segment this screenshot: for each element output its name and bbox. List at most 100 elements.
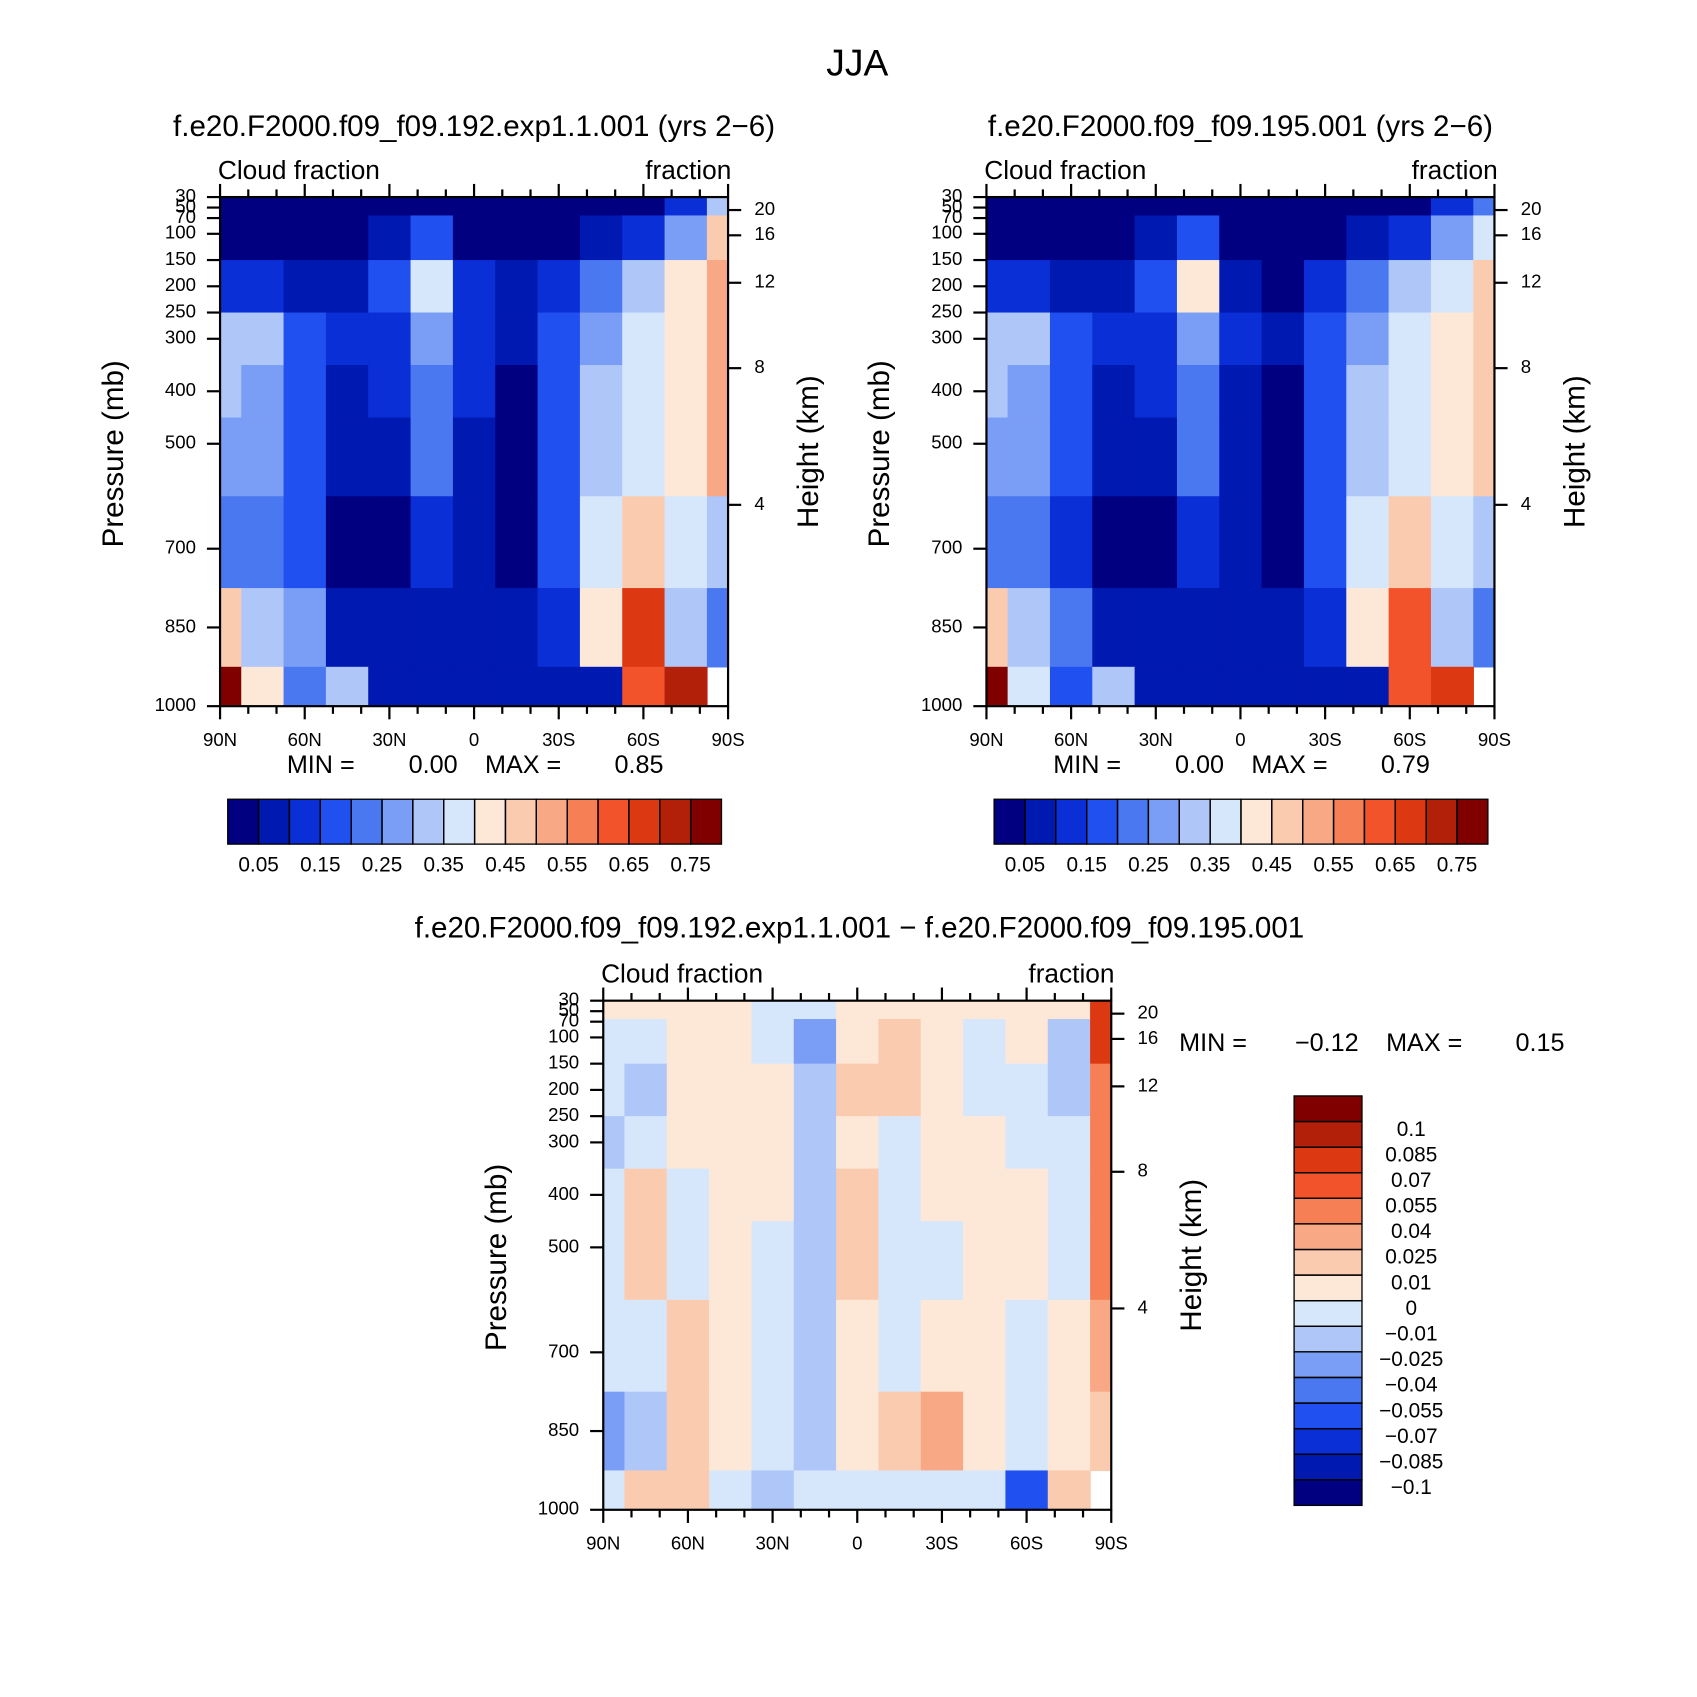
contour-cell (920, 1019, 964, 1065)
contour-cell (624, 1221, 668, 1301)
contour-cell (220, 365, 242, 419)
contour-cell (368, 260, 412, 314)
contour-cell (1261, 496, 1305, 589)
contour-cell (1092, 588, 1136, 668)
contour-cell (452, 215, 496, 261)
colorbar-box (412, 798, 445, 845)
contour-cell (452, 496, 496, 589)
contour-cell (220, 197, 242, 217)
contour-cell (836, 1063, 880, 1117)
contour-cell (241, 312, 285, 366)
y-tick-label: 400 (165, 379, 196, 400)
contour-cell (241, 215, 285, 261)
contour-cell (920, 1221, 964, 1301)
contour-cell (624, 1019, 668, 1065)
colorbar-box (1293, 1427, 1363, 1455)
contour-cell (622, 215, 666, 261)
contour-cell (920, 1299, 964, 1393)
contour-cell (1005, 1168, 1049, 1222)
contour-cell (709, 1116, 753, 1170)
colorbar-label: 0.025 (1385, 1246, 1437, 1269)
contour-cell (1007, 588, 1051, 668)
contour-cell (1049, 312, 1093, 366)
colorbar-label: −0.04 (1385, 1374, 1438, 1397)
y2-tick-label: 8 (1521, 356, 1531, 377)
colorbar-label: 0.05 (1005, 854, 1045, 877)
contour-cell (878, 1019, 922, 1065)
contour-cell (579, 197, 623, 217)
contour-cell (1005, 1000, 1049, 1020)
x-tick-label: 60S (1010, 1533, 1043, 1554)
contour-cell (537, 417, 581, 497)
contour-cell (1261, 260, 1305, 314)
contour-cell (1346, 588, 1390, 668)
contour-cell (410, 365, 454, 419)
colorbar-box (1055, 798, 1088, 845)
contour-cell (452, 197, 496, 217)
colorbar-label: 0.75 (670, 854, 710, 877)
contour-cell (1134, 260, 1178, 314)
contour-cell (410, 260, 454, 314)
contour-cell (495, 365, 539, 419)
contour-cell (751, 1299, 795, 1393)
contour-cell (220, 215, 242, 261)
contour-cell (878, 1000, 922, 1020)
contour-cell (709, 1391, 753, 1472)
contour-cell (579, 666, 623, 707)
contour-cell (603, 1063, 626, 1117)
contour-cell (368, 588, 412, 668)
contour-cell (603, 1116, 626, 1170)
contour-cell (709, 1063, 753, 1117)
contour-cell (1090, 1168, 1112, 1222)
contour-cell (1134, 365, 1178, 419)
y-axis-label: Pressure (mb) (97, 360, 130, 547)
contour-cell (241, 666, 285, 707)
contour-cell (1219, 365, 1263, 419)
contour-cell (410, 588, 454, 668)
contour-cell (1473, 215, 1496, 261)
x-tick-label: 0 (469, 729, 479, 750)
contour-cell (368, 197, 412, 217)
contour-cell (1090, 1000, 1112, 1020)
contour-cell (666, 1000, 710, 1020)
colorbar-box (1456, 798, 1489, 845)
contour-cell (1047, 1019, 1091, 1065)
y-tick-label: 200 (165, 274, 196, 295)
colorbar-box (1425, 798, 1458, 845)
contour-cell (1090, 1221, 1112, 1301)
colorbar-box (1293, 1300, 1363, 1327)
contour-cell (537, 215, 581, 261)
contour-cell (1049, 666, 1093, 707)
y2-tick-label: 8 (754, 356, 764, 377)
y2-axis-label: Height (km) (1558, 375, 1591, 528)
y-tick-label: 850 (548, 1419, 579, 1440)
max-value: 0.79 (1381, 751, 1430, 779)
contour-cell (963, 1000, 1007, 1020)
x-tick-label: 0 (1235, 729, 1245, 750)
x-tick-label: 60N (288, 729, 322, 750)
contour-cell (1219, 197, 1263, 217)
max-text: MAX = (1251, 751, 1327, 779)
contour-cell (1007, 496, 1051, 589)
y-tick-label: 500 (165, 432, 196, 453)
colorbar-label: 0.25 (1128, 854, 1168, 877)
contour-cell (325, 312, 369, 366)
y-tick-label: 700 (548, 1340, 579, 1361)
colorbar-box (1293, 1351, 1363, 1379)
colorbar-box (993, 798, 1026, 845)
contour-cell (624, 1168, 668, 1222)
y-tick-label: 700 (931, 537, 962, 558)
contour-cell (751, 1470, 795, 1511)
contour-cell (706, 417, 729, 497)
contour-cell (325, 588, 369, 668)
contour-cell (1346, 496, 1390, 589)
contour-cell (241, 588, 285, 668)
contour-cell (709, 1000, 753, 1020)
contour-cell (495, 417, 539, 497)
y2-tick-label: 16 (754, 223, 775, 244)
panel-title: f.e20.F2000.f09_f09.192.exp1.1.001 − f.e… (415, 911, 1305, 944)
colorbar-box (1293, 1248, 1363, 1276)
colorbar-box (1293, 1325, 1363, 1353)
contour-cell (1005, 1116, 1049, 1170)
contour-cell (241, 417, 285, 497)
